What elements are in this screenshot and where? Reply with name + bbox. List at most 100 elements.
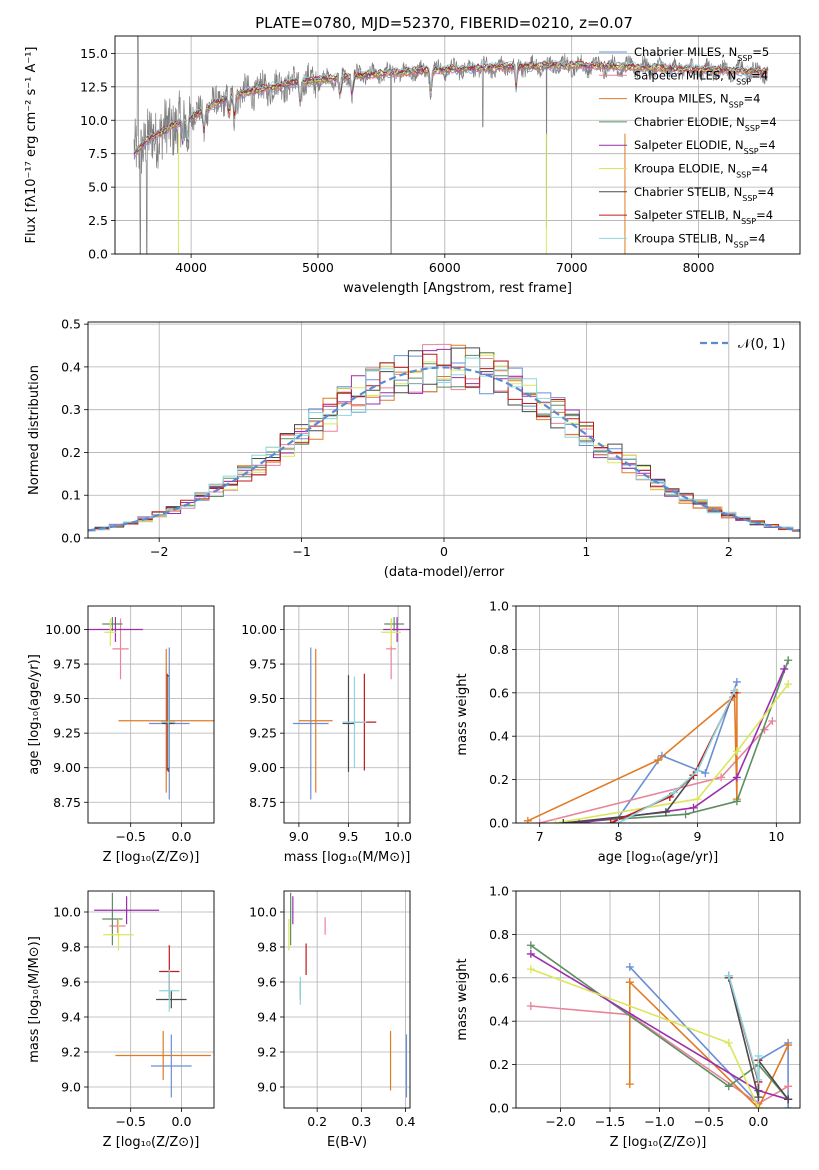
plot-area <box>523 656 793 823</box>
axes-frame <box>515 605 801 824</box>
mass-weight-marker <box>724 1082 733 1091</box>
axes-frame <box>114 35 801 255</box>
x-tick-label: 0.0 <box>748 1114 768 1129</box>
x-tick-label: −2.0 <box>545 1114 575 1129</box>
errorbar-point <box>94 896 160 925</box>
plot-area <box>88 617 214 800</box>
x-tick-label: 0.0 <box>172 1114 192 1129</box>
legend: 𝒩(0, 1) <box>700 337 785 352</box>
legend-entry: Kroupa ELODIE, NSSP=4 <box>634 162 768 180</box>
plot-area <box>88 343 800 532</box>
errorbar-point <box>103 919 134 951</box>
mass-weight-line <box>555 683 789 823</box>
x-tick-label: 10 <box>768 829 784 844</box>
axes-frame <box>87 605 215 824</box>
y-tick-label: 0.5 <box>61 317 81 332</box>
panel-age_vs_mass: 9.0 9.5 10.0 8.75 9.00 9.25 9.50 9.75 10.00 mass … <box>241 605 412 865</box>
legend-entry: 𝒩(0, 1) <box>738 337 785 352</box>
mass-weight-marker <box>754 1093 763 1102</box>
y-tick-label: 2.5 <box>88 213 108 228</box>
mass-weight-marker <box>784 1041 793 1050</box>
mass-weight-marker <box>661 808 670 817</box>
legend-entry: Chabrier MILES, NSSP=5 <box>634 45 769 63</box>
mass-weight-marker <box>754 1051 763 1060</box>
y-axis-label: age [log₁₀(age/yr)] <box>27 654 42 775</box>
y-tick-label: 0.6 <box>489 685 509 700</box>
x-tick-label: 10.0 <box>384 829 412 844</box>
mass-weight-marker <box>551 819 560 823</box>
panel-residuals: −2 −1 0 1 2 0.0 0.1 0.2 0.3 0.4 0.5 (data-model)/er… <box>27 317 801 580</box>
y-axis-label: mass [log₁₀(M/M⊙)] <box>27 936 42 1063</box>
y-tick-label: 9.0 <box>61 1080 81 1095</box>
y-axis-label: mass weight <box>455 673 470 755</box>
y-tick-label: 9.0 <box>257 1080 277 1095</box>
legend-entry: Chabrier ELODIE, NSSP=4 <box>634 115 777 132</box>
mass-weight-marker <box>625 962 634 971</box>
y-tick-label: 5.0 <box>88 180 108 195</box>
y-tick-label: 9.4 <box>257 1010 277 1025</box>
axes-frame <box>87 321 801 539</box>
panel-spectrum: 4000 5000 6000 7000 8000 0.0 2.5 5.0 7.5 10.0 12.5… <box>24 35 801 296</box>
mass-weight-line <box>527 692 738 822</box>
y-tick-label: 9.50 <box>249 691 277 706</box>
x-tick-label: −0.5 <box>115 829 145 844</box>
x-tick-label: 2 <box>725 544 733 559</box>
x-axis-label: E(B-V) <box>327 1135 367 1150</box>
mass-weight-marker <box>681 810 690 819</box>
mass-weight-marker <box>625 978 634 987</box>
errorbar-point <box>88 617 143 642</box>
x-tick-label: 0.0 <box>172 829 192 844</box>
y-tick-label: 1.0 <box>489 884 509 899</box>
legend: Chabrier MILES, NSSP=5 Salpeter MILES, NS… <box>599 45 777 249</box>
axes-frame <box>515 890 801 1109</box>
x-tick-label: 0.3 <box>351 1114 371 1129</box>
errorbar-point <box>109 919 126 933</box>
errorbar-point <box>156 990 187 1009</box>
mass-weight-marker <box>523 816 532 823</box>
errorbar-point <box>102 892 123 946</box>
mass-weight-marker <box>768 717 777 726</box>
x-tick-label: −0.5 <box>694 1114 724 1129</box>
x-tick-label: 5000 <box>302 260 334 275</box>
plot-area <box>292 617 410 800</box>
figure-title: PLATE=0780, MJD=52370, FIBERID=0210, z=0… <box>255 14 633 32</box>
x-tick-label: 0 <box>440 544 448 559</box>
panel-age_vs_Z: −0.5 0.0 8.75 9.00 9.25 9.50 9.75 10.00 Z [log₁₀… <box>27 605 215 865</box>
errorbar-point <box>342 676 367 768</box>
y-tick-label: 0.4 <box>489 729 509 744</box>
mass-weight-marker <box>784 680 793 689</box>
y-tick-label: 9.25 <box>249 726 277 741</box>
y-tick-label: 9.8 <box>61 940 81 955</box>
x-tick-label: 7 <box>536 829 544 844</box>
mass-weight-marker <box>754 1075 763 1084</box>
y-tick-label: 10.0 <box>80 113 108 128</box>
x-tick-label: 0.4 <box>396 1114 416 1129</box>
mass-weight-line <box>563 692 736 823</box>
panel-mass_vs_ebv: 0.2 0.3 0.4 9.0 9.2 9.4 9.6 9.8 10.0 E(B-V) <box>249 890 416 1150</box>
mass-weight-marker <box>732 747 741 756</box>
mass-weight-line <box>530 968 760 1108</box>
mass-weight-marker <box>730 686 739 695</box>
x-tick-label: 1 <box>582 544 590 559</box>
y-tick-label: 9.2 <box>61 1045 81 1060</box>
mass-weight-marker <box>701 769 710 778</box>
x-tick-label: 7000 <box>556 260 588 275</box>
model-spectrum-line <box>133 59 768 153</box>
mass-weight-marker <box>559 819 568 823</box>
y-axis-label: mass weight <box>455 958 470 1040</box>
y-tick-label: 10.0 <box>53 905 81 920</box>
y-tick-label: 7.5 <box>88 146 108 161</box>
mass-weight-marker <box>784 656 793 665</box>
errorbar-point <box>104 618 117 647</box>
mass-weight-marker <box>657 751 666 760</box>
axes-frame <box>283 890 411 1109</box>
panel-mass_weight_vs_age: 7 8 9 10 0.0 0.2 0.4 0.6 0.8 1.0 age [log₁₀(age/yr… <box>455 599 801 865</box>
y-tick-label: 9.6 <box>61 975 81 990</box>
y-tick-label: 12.5 <box>80 79 108 94</box>
y-tick-label: 9.75 <box>53 657 81 672</box>
errorbar-point <box>161 676 176 768</box>
y-tick-label: 9.8 <box>257 940 277 955</box>
x-axis-label: Z [log₁₀(Z/Z⊙)] <box>103 1135 200 1150</box>
errorbar-point <box>381 618 402 647</box>
model-spectrum-line <box>133 62 768 156</box>
